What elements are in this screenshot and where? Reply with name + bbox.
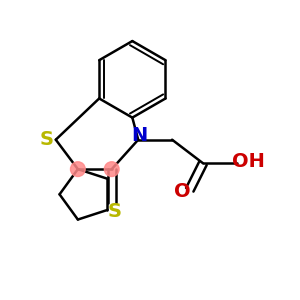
Text: O: O <box>174 182 191 201</box>
Circle shape <box>104 162 119 176</box>
Text: S: S <box>108 202 122 221</box>
Text: N: N <box>132 126 148 145</box>
Text: OH: OH <box>232 152 265 171</box>
Circle shape <box>70 162 85 176</box>
Text: S: S <box>40 130 54 149</box>
